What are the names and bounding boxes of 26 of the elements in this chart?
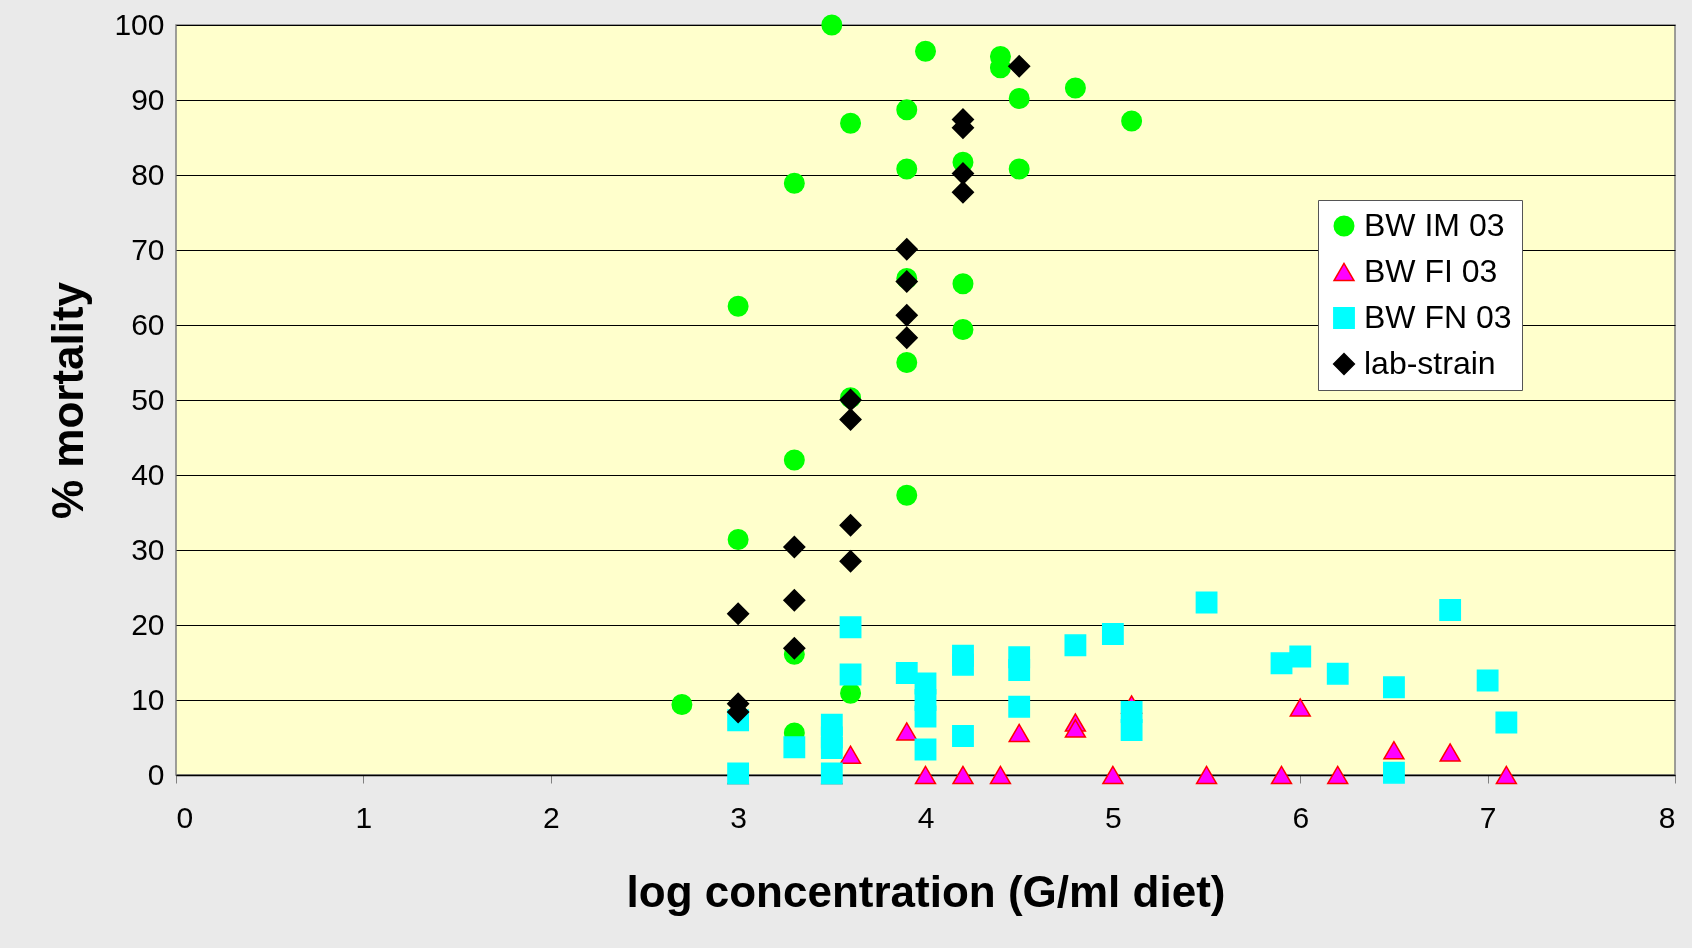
y-tick-label: 0 [147, 757, 165, 791]
x-tick-label: 6 [1292, 800, 1310, 834]
x-tick-label: 4 [917, 800, 935, 834]
x-tick-label: 8 [1658, 800, 1676, 834]
x-tick-label: 2 [542, 800, 560, 834]
y-tick-label: 30 [131, 532, 165, 566]
y-axis-title: % mortality [43, 281, 93, 520]
legend-label: BW FN 03 [1364, 299, 1512, 335]
x-tick-label: 7 [1479, 800, 1497, 834]
y-tick-label: 80 [131, 157, 165, 191]
x-tick-label: 3 [730, 800, 747, 834]
x-axis-title: log concentration (G/ml diet) [626, 866, 1226, 916]
x-tick-label: 1 [355, 800, 373, 834]
y-tick-label: 50 [131, 382, 165, 416]
x-tick-label: 0 [176, 800, 194, 834]
y-tick-label: 100 [114, 7, 165, 41]
y-tick-label: 40 [131, 457, 165, 491]
x-tick-label: 5 [1105, 800, 1122, 834]
legend-label: lab-strain [1364, 345, 1496, 381]
legend-label: BW IM 03 [1364, 207, 1505, 243]
y-tick-label: 10 [131, 682, 165, 716]
y-tick-label: 70 [131, 232, 165, 266]
y-tick-label: 20 [131, 607, 165, 641]
y-tick-label: 90 [131, 82, 165, 116]
legend-label: BW FI 03 [1364, 253, 1498, 289]
y-tick-label: 60 [131, 307, 165, 341]
